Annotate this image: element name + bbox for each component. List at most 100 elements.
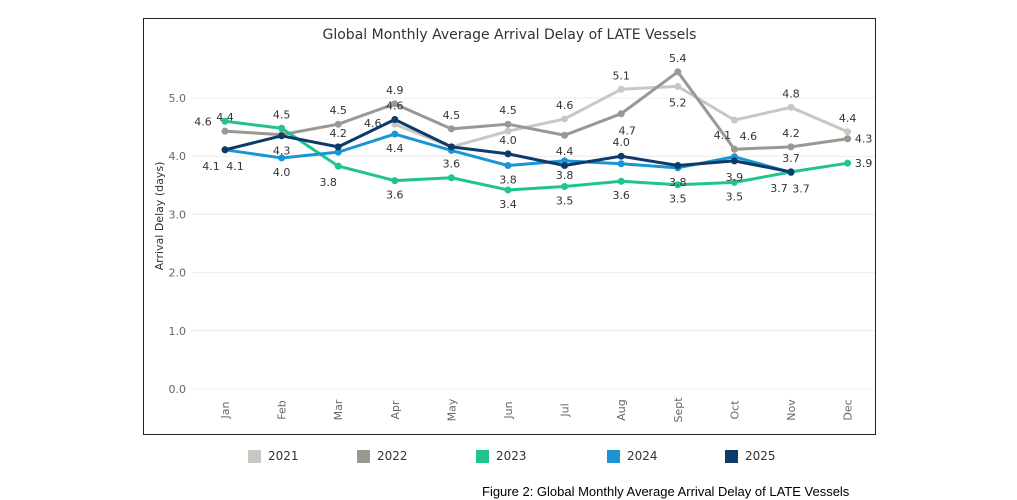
data-point-2023: [844, 159, 852, 167]
data-label-2022: 4.9: [386, 84, 404, 97]
data-label-2022: 4.3: [855, 133, 873, 146]
data-label-2025: 4.2: [329, 127, 347, 140]
x-tick-label: Nov: [785, 399, 798, 421]
data-label-2022: 4.5: [329, 104, 347, 117]
data-point-2022: [787, 143, 795, 151]
x-tick-label: Aug: [615, 399, 628, 420]
data-label-2021: 4.6: [556, 99, 574, 112]
data-point-2025: [221, 146, 229, 154]
data-label-2022: 4.7: [618, 125, 636, 138]
data-point-2021: [561, 115, 569, 123]
legend-item-2025[interactable]: 2025: [725, 449, 776, 463]
x-tick-label: Feb: [276, 400, 289, 419]
data-point-2024: [278, 154, 286, 162]
y-tick-label: 5.0: [169, 92, 187, 105]
data-point-2022: [561, 131, 569, 139]
data-point-2022: [391, 100, 399, 108]
data-point-2022: [334, 120, 342, 128]
data-point-2025: [278, 132, 286, 140]
data-point-2023: [730, 178, 738, 186]
data-label-2025: 4.1: [226, 160, 244, 173]
legend-label: 2024: [627, 449, 658, 463]
data-label-2021: 5.1: [612, 69, 630, 82]
data-point-2022: [617, 110, 625, 118]
data-label-2023: 3.5: [669, 193, 687, 206]
x-tick-label: Oct: [728, 400, 741, 420]
legend-swatch: [476, 449, 489, 463]
data-point-2023: [391, 177, 399, 185]
data-label-2022: 4.4: [556, 145, 574, 158]
data-point-2025: [561, 162, 569, 170]
legend-label: 2022: [377, 449, 408, 463]
x-tick-label: Sept: [672, 397, 685, 423]
x-tick-label: May: [445, 398, 458, 421]
data-label-2024: 4.4: [386, 142, 404, 155]
data-label-2023: 3.6: [386, 189, 404, 202]
data-label-2022: 4.2: [782, 127, 800, 140]
data-point-2023: [447, 174, 455, 182]
data-point-2022: [730, 145, 738, 153]
data-point-2022: [504, 120, 512, 128]
data-point-2022: [221, 127, 229, 135]
data-point-2022: [447, 125, 455, 133]
data-label-2023: 3.4: [499, 198, 517, 211]
data-label-2022: 4.1: [714, 129, 732, 142]
legend-swatch: [607, 449, 620, 463]
chart-frame: [143, 18, 876, 435]
data-label-2021: 4.6: [740, 130, 758, 143]
data-point-2025: [334, 143, 342, 151]
y-tick-label: 2.0: [169, 267, 187, 280]
data-point-2021: [617, 85, 625, 93]
legend-item-2023[interactable]: 2023: [476, 449, 527, 463]
legend-item-2024[interactable]: 2024: [607, 449, 658, 463]
data-point-2023: [334, 162, 342, 170]
data-point-2025: [447, 143, 455, 151]
data-point-2025: [504, 150, 512, 158]
legend-label: 2025: [745, 449, 776, 463]
data-label-2022: 4.5: [443, 109, 461, 122]
data-point-2024: [504, 162, 512, 170]
data-point-2021: [730, 116, 738, 124]
data-point-2024: [391, 130, 399, 138]
data-point-2025: [787, 168, 795, 176]
legend-item-2021[interactable]: 2021: [248, 449, 299, 463]
data-label-2023: 3.5: [726, 190, 744, 203]
y-tick-label: 1.0: [169, 325, 187, 338]
legend-swatch: [725, 449, 738, 463]
data-label-2023: 3.7: [770, 182, 788, 195]
data-point-2025: [391, 116, 399, 124]
series-line-2022: [224, 70, 848, 151]
data-point-2023: [221, 117, 229, 125]
figure-caption: Figure 2: Global Monthly Average Arrival…: [482, 484, 850, 499]
data-point-2023: [561, 182, 569, 190]
data-point-2021: [674, 82, 682, 90]
data-label-2025: 4.0: [499, 134, 517, 147]
x-tick-label: Apr: [389, 400, 402, 420]
data-label-2024: 3.8: [499, 174, 517, 187]
chart-title: Global Monthly Average Arrival Delay of …: [322, 27, 697, 43]
data-label-2024: 3.8: [669, 176, 687, 189]
data-label-2021: 4.4: [839, 112, 857, 125]
data-point-2024: [334, 148, 342, 156]
data-label-2023: 3.5: [556, 194, 574, 207]
y-tick-label: 4.0: [169, 150, 187, 163]
legend-label: 2023: [496, 449, 527, 463]
data-point-2022: [674, 68, 682, 76]
data-label-2022: 5.4: [669, 52, 687, 65]
data-label-2025: 4.6: [386, 100, 404, 113]
data-point-2023: [674, 181, 682, 189]
data-point-2023: [278, 124, 286, 132]
legend-label: 2021: [268, 449, 299, 463]
data-point-2023: [504, 186, 512, 194]
x-tick-label: Dec: [842, 399, 855, 420]
legend-item-2022[interactable]: 2022: [357, 449, 408, 463]
data-label-2022: 4.5: [499, 104, 517, 117]
data-point-2025: [730, 157, 738, 165]
data-point-2025: [617, 152, 625, 160]
x-tick-label: Jul: [559, 403, 572, 417]
series-line-2023: [224, 119, 848, 192]
data-point-2024: [617, 160, 625, 168]
data-point-2021: [787, 103, 795, 111]
y-axis-label: Arrival Delay (days): [153, 162, 166, 271]
